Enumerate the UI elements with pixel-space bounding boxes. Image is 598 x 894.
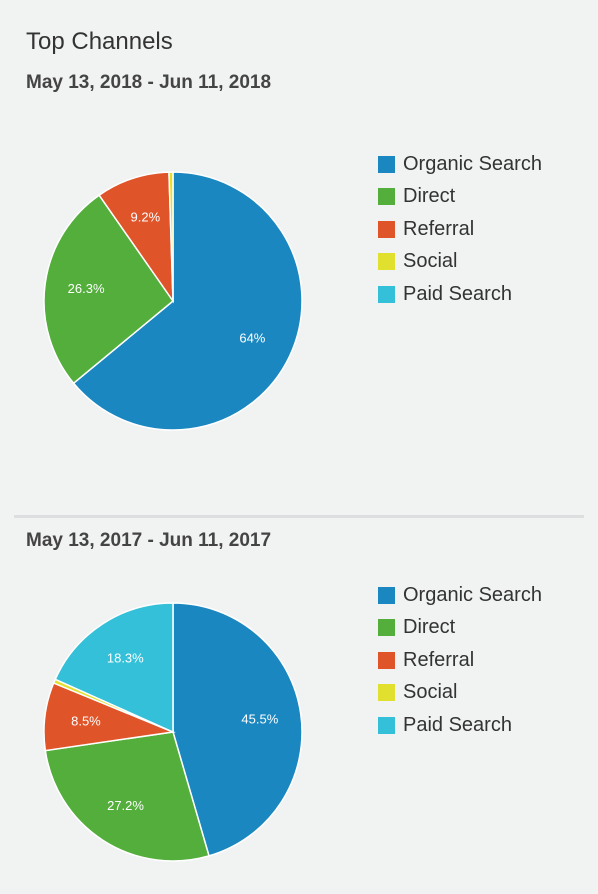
legend-item-social-2018[interactable]: Social <box>378 246 542 279</box>
date-range-2017: May 13, 2017 - Jun 11, 2017 <box>26 530 272 551</box>
date-range-2018: May 13, 2018 - Jun 11, 2018 <box>26 72 272 93</box>
pie-chart-2018: 64% 26.3% 9.2% <box>43 171 303 431</box>
section-divider <box>14 515 584 518</box>
slice-label-direct-2017: 27.2% <box>107 798 144 813</box>
legend-item-paid-search-2018[interactable]: Paid Search <box>378 278 542 311</box>
legend-item-paid-search-2017[interactable]: Paid Search <box>378 709 542 742</box>
legend-swatch <box>378 253 395 271</box>
legend-2017: Organic Search Direct Referral Social Paid S… <box>378 579 542 742</box>
legend-swatch <box>378 155 395 173</box>
legend-swatch <box>378 188 395 206</box>
legend-swatch <box>378 716 395 734</box>
pie-slice-paid-search-2017[interactable] <box>54 602 174 734</box>
legend-item-social-2017[interactable]: Social <box>378 677 542 710</box>
legend-swatch <box>378 619 395 637</box>
legend-label: Organic Search <box>403 583 542 606</box>
page-title: Top Channels <box>26 28 173 55</box>
legend-item-referral-2018[interactable]: Referral <box>378 213 542 246</box>
pie-slice-direct-2018[interactable] <box>43 194 175 385</box>
legend-swatch <box>378 586 395 604</box>
legend-label: Direct <box>403 616 456 639</box>
legend-item-organic-search-2017[interactable]: Organic Search <box>378 579 542 612</box>
pie-slice-organic-search-2018[interactable] <box>72 171 303 431</box>
legend-swatch <box>378 220 395 238</box>
legend-item-direct-2017[interactable]: Direct <box>378 612 542 645</box>
legend-item-organic-search-2018[interactable]: Organic Search <box>378 148 542 181</box>
slice-label-organic-search-2018: 64% <box>239 330 265 345</box>
slice-label-referral-2017: 8.5% <box>71 713 101 728</box>
slice-label-direct-2018: 26.3% <box>68 281 105 296</box>
legend-label: Referral <box>403 648 475 671</box>
pie-chart-2017: 45.5% 27.2% 8.5% 18.3% <box>43 602 303 862</box>
legend-swatch <box>378 285 395 303</box>
legend-swatch <box>378 684 395 702</box>
pie-slice-organic-search-2017[interactable] <box>172 602 303 857</box>
slice-label-organic-search-2017: 45.5% <box>241 712 278 727</box>
pie-slice-social-2018[interactable] <box>168 171 174 302</box>
legend-item-referral-2017[interactable]: Referral <box>378 644 542 677</box>
legend-label: Organic Search <box>403 152 542 175</box>
legend-label: Paid Search <box>403 282 512 305</box>
pie-slice-direct-2017[interactable] <box>44 731 210 862</box>
legend-item-direct-2018[interactable]: Direct <box>378 181 542 214</box>
slice-label-referral-2018: 9.2% <box>131 210 161 225</box>
legend-2018: Organic Search Direct Referral Social Paid S… <box>378 148 542 311</box>
legend-label: Referral <box>403 217 475 240</box>
legend-label: Paid Search <box>403 713 512 736</box>
legend-label: Social <box>403 681 458 704</box>
legend-swatch <box>378 651 395 669</box>
slice-label-paid-search-2017: 18.3% <box>107 650 144 665</box>
legend-label: Social <box>403 250 458 273</box>
legend-label: Direct <box>403 185 456 208</box>
